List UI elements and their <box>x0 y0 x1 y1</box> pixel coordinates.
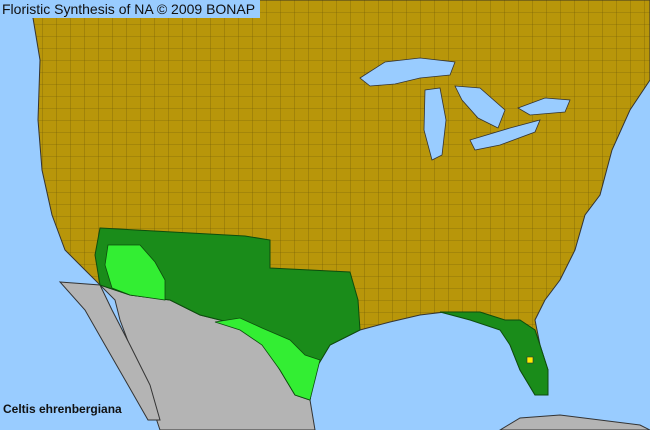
species-name: Celtis ehrenbergiana <box>3 402 122 416</box>
county-presence-arizona <box>104 244 166 301</box>
county-presence-texas <box>214 317 321 401</box>
cuba <box>499 414 650 430</box>
baja-california <box>58 281 161 421</box>
map-title: Floristic Synthesis of NA © 2009 BONAP <box>0 0 261 18</box>
rare-county-florida <box>526 356 534 364</box>
great-lakes <box>359 57 571 161</box>
presence-florida <box>439 311 549 396</box>
